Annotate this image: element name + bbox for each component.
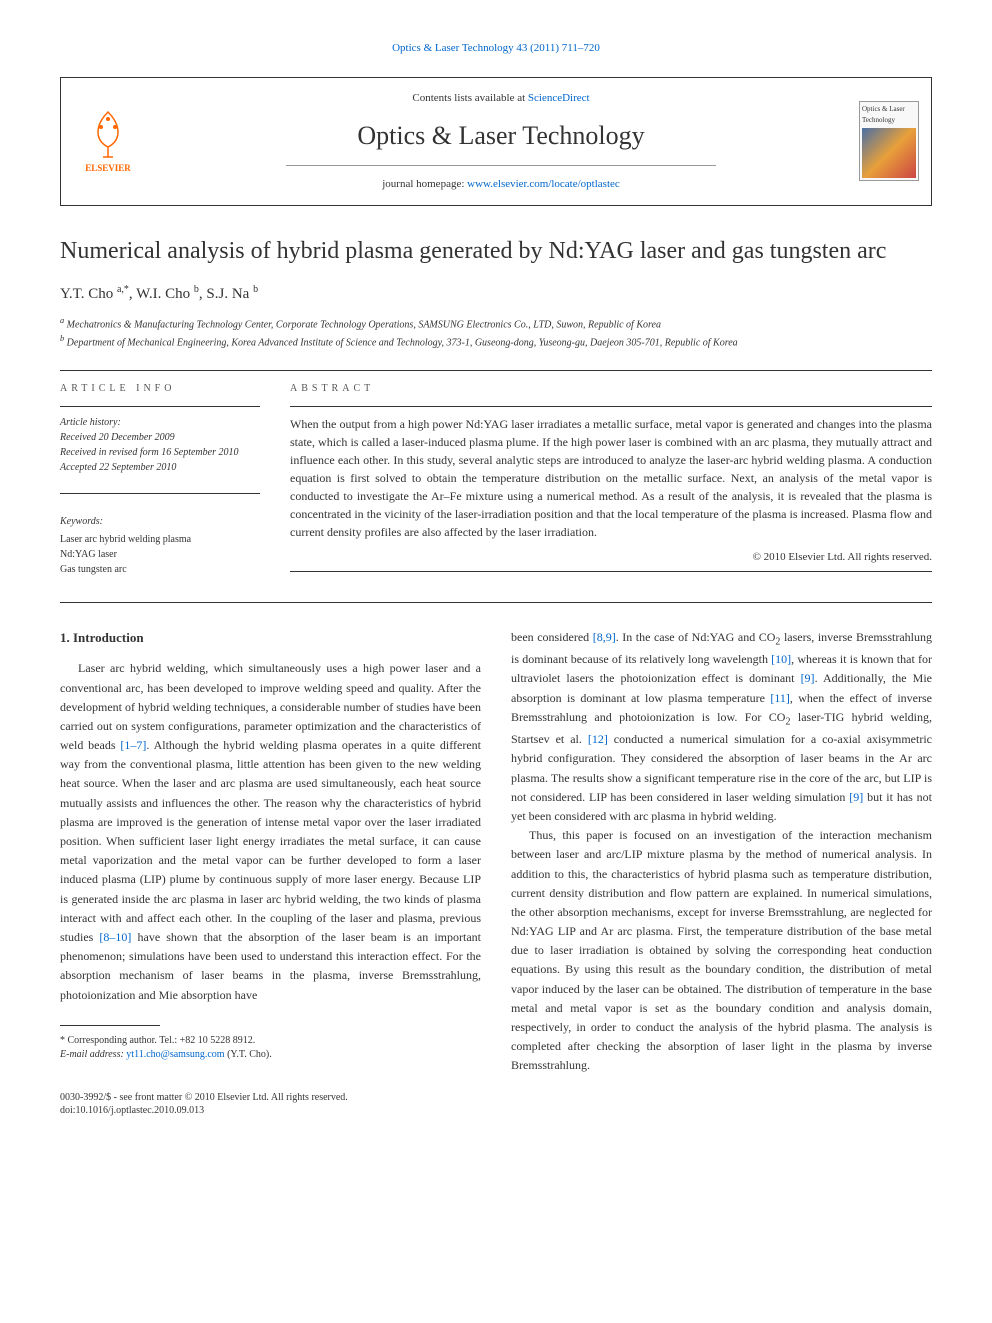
keywords-list: Laser arc hybrid welding plasma Nd:YAG l…: [60, 532, 260, 577]
affiliation-a: a Mechatronics & Manufacturing Technolog…: [60, 315, 932, 332]
corresponding-note: * Corresponding author. Tel.: +82 10 522…: [60, 1034, 481, 1048]
abstract-label: ABSTRACT: [290, 381, 932, 396]
ref-12[interactable]: [12]: [588, 732, 608, 746]
ref-9b[interactable]: [9]: [849, 790, 863, 804]
authors: Y.T. Cho a,*, W.I. Cho b, S.J. Na b: [60, 282, 932, 306]
corresponding-email-line: E-mail address: yt11.cho@samsung.com (Y.…: [60, 1048, 481, 1062]
ref-10[interactable]: [10]: [771, 652, 791, 666]
keywords-label: Keywords:: [60, 514, 260, 529]
history-revised: Received in revised form 16 September 20…: [60, 445, 260, 460]
body-text-right: been considered [8,9]. In the case of Nd…: [511, 628, 932, 1076]
info-divider: [60, 406, 260, 407]
ref-1-7[interactable]: [1–7]: [120, 738, 146, 752]
issn-line: 0030-3992/$ - see front matter © 2010 El…: [60, 1091, 932, 1104]
article-title: Numerical analysis of hybrid plasma gene…: [60, 236, 932, 267]
intro-p1-cont: been considered [8,9]. In the case of Nd…: [511, 628, 932, 826]
keyword-2: Nd:YAG laser: [60, 547, 260, 562]
sciencedirect-link[interactable]: ScienceDirect: [528, 92, 590, 104]
history-received: Received 20 December 2009: [60, 430, 260, 445]
keyword-1: Laser arc hybrid welding plasma: [60, 532, 260, 547]
history-label: Article history:: [60, 415, 260, 430]
elsevier-label: ELSEVIER: [85, 162, 131, 176]
intro-heading: 1. Introduction: [60, 628, 481, 648]
email-attribution: (Y.T. Cho).: [225, 1049, 272, 1060]
header-box: ELSEVIER Contents lists available at Sci…: [60, 77, 932, 206]
homepage-prefix: journal homepage:: [382, 178, 467, 190]
journal-homepage: journal homepage: www.elsevier.com/locat…: [143, 176, 859, 193]
footer-meta: 0030-3992/$ - see front matter © 2010 El…: [60, 1091, 932, 1117]
affiliations: a Mechatronics & Manufacturing Technolog…: [60, 315, 932, 350]
article-history: Article history: Received 20 December 20…: [60, 415, 260, 475]
abstract-divider: [290, 406, 932, 407]
footnote-divider: [60, 1025, 160, 1026]
contents-line: Contents lists available at ScienceDirec…: [143, 90, 859, 107]
meta-abstract-row: ARTICLE INFO Article history: Received 2…: [60, 381, 932, 577]
corresponding-author: * Corresponding author. Tel.: +82 10 522…: [60, 1034, 481, 1062]
ref-11[interactable]: [11]: [770, 691, 790, 705]
cover-image-icon: [862, 128, 916, 178]
section-divider: [60, 370, 932, 371]
article-info-label: ARTICLE INFO: [60, 381, 260, 396]
body-divider: [60, 602, 932, 603]
email-link[interactable]: yt11.cho@samsung.com: [126, 1049, 224, 1060]
body-columns: 1. Introduction Laser arc hybrid welding…: [60, 628, 932, 1076]
intro-p2: Thus, this paper is focused on an invest…: [511, 826, 932, 1075]
keyword-3: Gas tungsten arc: [60, 562, 260, 577]
elsevier-logo: ELSEVIER: [73, 101, 143, 181]
contents-prefix: Contents lists available at: [412, 92, 527, 104]
ref-9a[interactable]: [9]: [801, 671, 815, 685]
intro-p1: Laser arc hybrid welding, which simultan…: [60, 659, 481, 1004]
keywords-divider: [60, 493, 260, 494]
journal-cover-thumbnail: Optics & Laser Technology: [859, 101, 919, 181]
article-info-col: ARTICLE INFO Article history: Received 2…: [60, 381, 260, 577]
abstract-copyright: © 2010 Elsevier Ltd. All rights reserved…: [290, 549, 932, 566]
body-col-right: been considered [8,9]. In the case of Nd…: [511, 628, 932, 1076]
ref-8-9a[interactable]: [8,9]: [593, 630, 616, 644]
body-col-left: 1. Introduction Laser arc hybrid welding…: [60, 628, 481, 1076]
elsevier-tree-icon: [83, 107, 133, 162]
abstract-bottom-divider: [290, 571, 932, 572]
abstract-col: ABSTRACT When the output from a high pow…: [290, 381, 932, 577]
header-divider: [286, 165, 716, 166]
cover-label: Optics & Laser Technology: [862, 104, 916, 125]
journal-name: Optics & Laser Technology: [143, 116, 859, 155]
ref-8-10[interactable]: [8–10]: [99, 930, 131, 944]
abstract-text: When the output from a high power Nd:YAG…: [290, 415, 932, 541]
header-center: Contents lists available at ScienceDirec…: [143, 90, 859, 193]
homepage-link[interactable]: www.elsevier.com/locate/optlastec: [467, 178, 620, 190]
affiliation-b: b Department of Mechanical Engineering, …: [60, 333, 932, 350]
doi-line: doi:10.1016/j.optlastec.2010.09.013: [60, 1104, 932, 1117]
email-label: E-mail address:: [60, 1049, 126, 1060]
history-accepted: Accepted 22 September 2010: [60, 460, 260, 475]
header-citation: Optics & Laser Technology 43 (2011) 711–…: [60, 40, 932, 57]
body-text-left: Laser arc hybrid welding, which simultan…: [60, 659, 481, 1004]
